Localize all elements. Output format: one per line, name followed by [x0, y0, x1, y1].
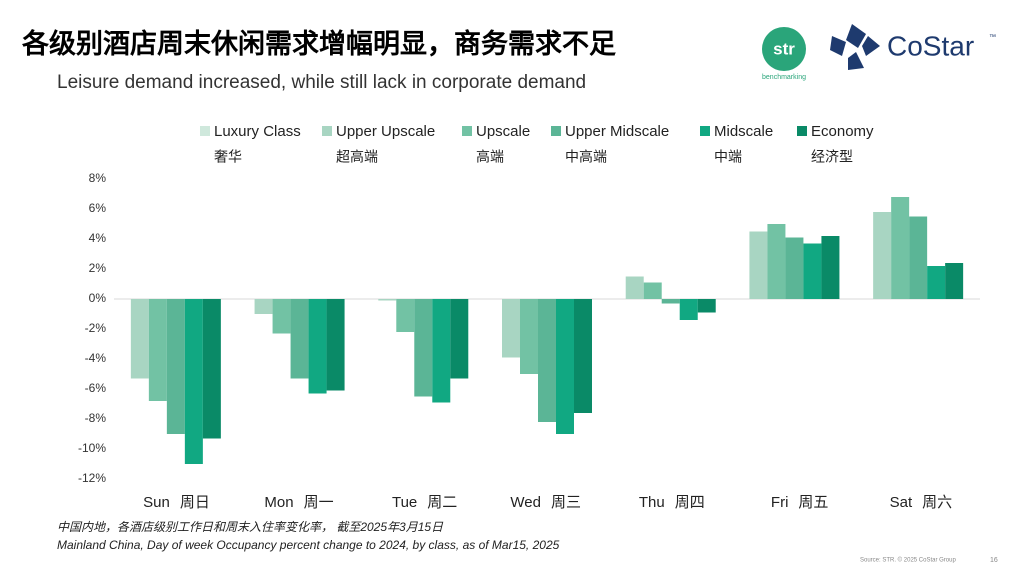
x-tick-label: Mon [264, 494, 293, 511]
bar [945, 263, 964, 299]
legend-swatch [322, 126, 332, 136]
legend-label-cn: 经济型 [811, 149, 853, 165]
legend-label-cn: 中高端 [565, 149, 607, 165]
legend-label-cn: 中端 [714, 149, 742, 165]
bar [272, 299, 291, 334]
legend-swatch [462, 126, 472, 136]
bar [254, 299, 273, 314]
page-number: 16 [990, 557, 998, 564]
str-logo: str [773, 39, 795, 58]
y-tick-label: -6% [85, 381, 107, 395]
bar [749, 231, 768, 299]
bar [625, 276, 644, 299]
bar [414, 299, 433, 397]
x-tick-label: Thu [639, 494, 665, 511]
x-tick-label: Wed [510, 494, 541, 511]
bar [556, 299, 574, 434]
legend-label: Luxury Class [214, 123, 301, 140]
legend-label: Economy [811, 123, 874, 140]
x-tick-label-cn: 周六 [922, 494, 952, 511]
bar [574, 299, 592, 413]
y-tick-label: -12% [78, 471, 106, 485]
bar [873, 212, 892, 299]
y-tick-label: 2% [89, 261, 107, 275]
bar [290, 299, 309, 379]
bar [927, 266, 946, 299]
bar [767, 224, 786, 299]
bar [148, 299, 167, 401]
bar [450, 299, 469, 379]
costar-logo: CoStar [887, 30, 974, 61]
legend-label: Upper Upscale [336, 123, 435, 140]
bar [909, 216, 928, 299]
bar [679, 299, 698, 320]
legend-swatch [700, 126, 710, 136]
legend-swatch [551, 126, 561, 136]
legend-swatch [200, 126, 210, 136]
bar [378, 299, 397, 301]
x-tick-label: Tue [392, 494, 417, 511]
bar [803, 243, 822, 299]
bar [538, 299, 556, 422]
bar [785, 237, 804, 299]
bar [661, 299, 680, 304]
title: 各级别酒店周末休闲需求增幅明显，商务需求不足 [21, 28, 616, 59]
costar-icon [830, 24, 880, 70]
bar [308, 299, 327, 394]
legend-label: Upper Midscale [565, 123, 669, 140]
legend-label-cn: 高端 [476, 149, 504, 165]
costar-tm: ™ [989, 34, 996, 41]
subtitle: Leisure demand increased, while still la… [57, 72, 586, 93]
note-cn: 中国内地，各酒店级别工作日和周末入住率变化率， 截至2025年3月15日 [57, 520, 444, 534]
note-en: Mainland China, Day of week Occupancy pe… [57, 538, 560, 552]
bar [326, 299, 345, 391]
bar [184, 299, 203, 464]
x-tick-label-cn: 周日 [180, 494, 210, 511]
x-tick-label: Sat [890, 494, 913, 511]
str-logo-sub: benchmarking [762, 74, 806, 81]
bar [432, 299, 451, 403]
bar [130, 299, 149, 379]
y-tick-label: -2% [85, 321, 107, 335]
legend-label-cn: 奢华 [214, 149, 242, 165]
legend-swatch [797, 126, 807, 136]
x-tick-label-cn: 周四 [675, 494, 705, 511]
x-tick-label-cn: 周一 [304, 494, 334, 511]
bar [520, 299, 538, 374]
y-tick-label: 8% [89, 171, 107, 185]
bar [891, 197, 910, 299]
legend-label: Upscale [476, 123, 530, 140]
bar [166, 299, 185, 434]
x-tick-label-cn: 周二 [427, 494, 457, 511]
x-tick-label-cn: 周五 [798, 494, 828, 511]
bar [643, 282, 662, 299]
y-tick-label: 0% [89, 291, 107, 305]
y-tick-label: 6% [89, 201, 107, 215]
bar [202, 299, 221, 439]
legend-label: Midscale [714, 123, 773, 140]
bar [821, 236, 840, 299]
bar [502, 299, 520, 358]
bar [396, 299, 415, 332]
x-tick-label: Fri [771, 494, 789, 511]
source: Source: STR. © 2025 CoStar Group [860, 557, 956, 564]
y-tick-label: -8% [85, 411, 107, 425]
str-logo-circle [762, 27, 806, 71]
bar [697, 299, 716, 313]
y-tick-label: -10% [78, 441, 106, 455]
x-tick-label-cn: 周三 [551, 494, 581, 511]
x-tick-label: Sun [143, 494, 170, 511]
legend-label-cn: 超高端 [336, 149, 378, 165]
y-tick-label: 4% [89, 231, 107, 245]
y-tick-label: -4% [85, 351, 107, 365]
